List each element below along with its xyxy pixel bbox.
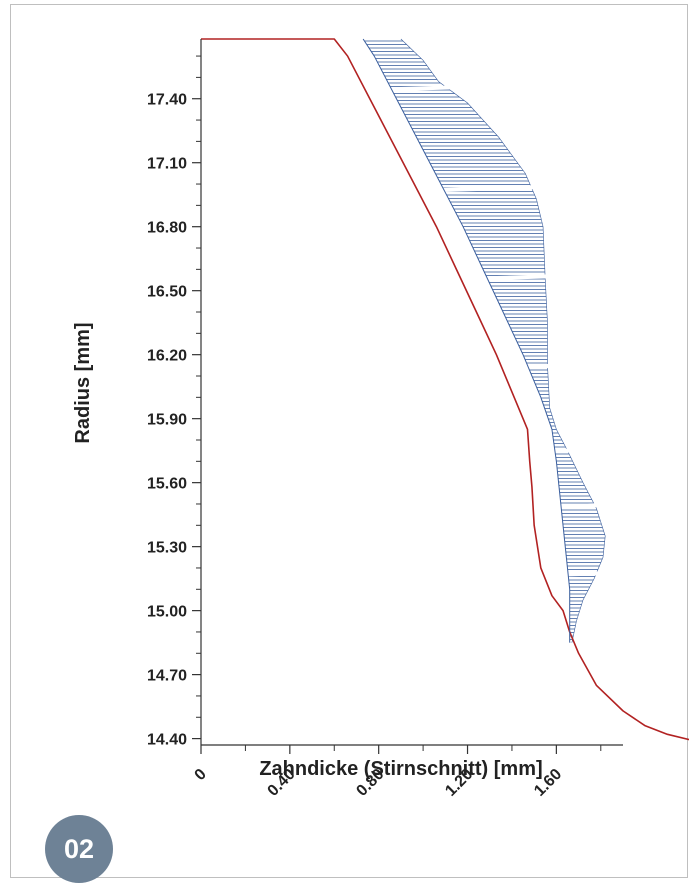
y-tick-label-10: 17.40 bbox=[147, 92, 187, 109]
y-tick-label-7: 16.50 bbox=[147, 284, 187, 301]
plot-area: 14.40 14.70 15.00 15.30 15.60 15.90 16.20 16.50… bbox=[147, 38, 689, 800]
y-axis-label: Radius [mm] bbox=[72, 322, 94, 443]
figure-frame: 14.40 14.70 15.00 15.30 15.60 15.90 16.20 16.50… bbox=[10, 4, 689, 883]
hatch-gap-0 bbox=[334, 80, 624, 94]
y-tick-label-2: 15.00 bbox=[147, 604, 187, 621]
hatch-gap-5 bbox=[334, 502, 624, 516]
y-tick-label-1: 14.70 bbox=[147, 668, 187, 685]
x-tick-label-0: 0 bbox=[192, 766, 210, 784]
hatch-gap-6 bbox=[334, 570, 624, 584]
y-tick-label-8: 16.80 bbox=[147, 220, 187, 237]
hatch-gap-2 bbox=[334, 272, 624, 286]
x-axis-label: Zahndicke (Stirnschnitt) [mm] bbox=[259, 758, 542, 780]
hatch-gap-4 bbox=[334, 446, 624, 460]
y-tick-label-5: 15.90 bbox=[147, 412, 187, 429]
y-tick-label-4: 15.60 bbox=[147, 476, 187, 493]
chart: 14.40 14.70 15.00 15.30 15.60 15.90 16.20 16.50… bbox=[72, 38, 689, 800]
deviation-outer-edge bbox=[400, 38, 606, 643]
y-tick-label-0: 14.40 bbox=[147, 732, 187, 749]
y-tick-label-6: 16.20 bbox=[147, 348, 187, 365]
y-tick-label-3: 15.30 bbox=[147, 540, 187, 557]
hatch-gap-1 bbox=[334, 182, 624, 196]
y-tick-label-9: 17.10 bbox=[147, 156, 187, 173]
hatch-gap-3 bbox=[334, 361, 624, 375]
figure-number-badge: 02 bbox=[45, 815, 113, 883]
deviation-hatch-area bbox=[363, 39, 606, 643]
tooth-profile-line bbox=[201, 38, 689, 741]
deviation-inner-line bbox=[362, 38, 571, 643]
